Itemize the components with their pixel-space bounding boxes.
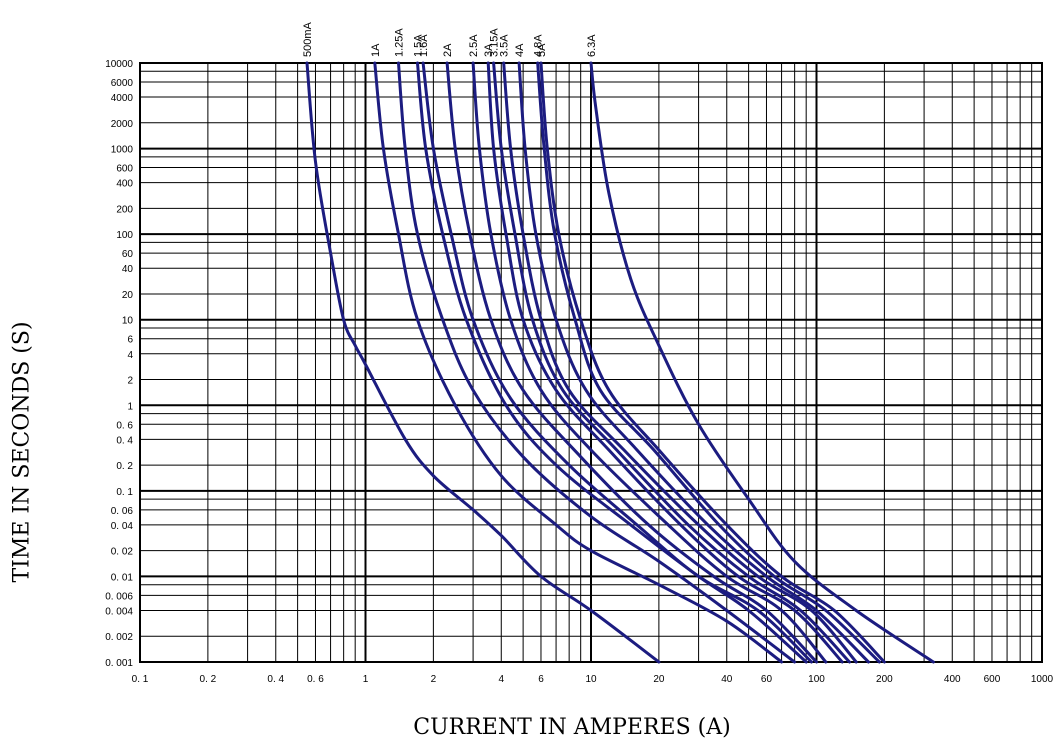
y-tick-label: 1 [127,401,133,412]
curve-3A [486,61,844,664]
x-tick-label: 0. 2 [200,674,217,685]
curve-500mA [305,61,661,664]
series-label: 1.25A [394,28,406,57]
x-tick-label: 2 [431,674,437,685]
curve-1.6A [421,61,813,664]
y-tick-label: 0. 06 [111,506,134,517]
y-tick-label: 20 [122,290,134,301]
x-tick-label: 0. 6 [307,674,324,685]
x-tick-label: 1 [363,674,369,685]
y-tick-labels: 10000 6000 4000 2000 1000 600 400 200 100 60 40 20 1… [105,59,133,669]
x-tick-label: 4 [498,674,504,685]
y-axis-label: TIME IN SECONDS (S) [9,321,35,583]
y-tick-label: 0. 2 [116,461,133,472]
series-label: 500mA [302,21,314,57]
x-tick-label: 400 [944,674,961,685]
y-tick-label: 40 [122,264,134,275]
x-tick-label: 100 [808,674,825,685]
y-tick-label: 60 [122,249,134,260]
y-tick-label: 2000 [111,119,134,130]
curve-2A [445,61,818,664]
y-tick-label: 600 [116,164,133,175]
curve-4.8A [536,61,881,664]
x-tick-label: 6 [538,674,544,685]
series-label: 1.6A [418,34,430,57]
y-tick-label: 0. 4 [116,435,133,446]
curve-1.25A [397,61,797,664]
x-tick-label: 20 [653,674,665,685]
y-tick-label: 10 [122,316,134,327]
y-tick-label: 400 [116,179,133,190]
y-tick-label: 0. 002 [105,632,133,643]
series-label: 3A [483,43,495,57]
y-tick-label: 10000 [105,59,133,70]
series-label: 3.5A [499,34,511,57]
series-label: 2.5A [468,34,480,57]
y-tick-label: 6 [127,335,133,346]
y-tick-label: 4000 [111,93,134,104]
x-axis-label: CURRENT IN AMPERES (A) [413,715,731,740]
curve-4A [517,61,870,664]
series-label: 6.3A [586,34,598,57]
curve-3.15A [492,61,851,664]
y-tick-label: 0. 02 [111,547,134,558]
y-tick-label: 0. 004 [105,606,133,617]
y-tick-label: 0. 6 [116,420,133,431]
curve-2.5A [471,61,828,664]
y-tick-label: 0. 01 [111,572,134,583]
y-tick-label: 0. 006 [105,591,133,602]
y-tick-label: 200 [116,204,133,215]
x-tick-label: 600 [984,674,1001,685]
y-tick-label: 0. 04 [111,521,134,532]
curve-1A [373,61,784,664]
curve-6.3A [589,61,935,664]
x-tick-label: 0. 1 [132,674,149,685]
series-label: 5A [536,43,548,57]
y-tick-label: 6000 [111,78,134,89]
series-label: 1A [370,43,382,57]
y-tick-label: 0. 001 [105,658,133,669]
x-tick-labels: 0. 1 0. 2 0. 4 0. 6 1 2 4 6 10 20 40 60 100 200 400 600… [132,674,1054,685]
series-label: 2A [442,43,454,57]
x-tick-label: 40 [721,674,733,685]
curve-3.5A [502,61,858,664]
series-label: 1.5A [413,34,425,57]
curves [305,61,935,664]
curve-1.5A [416,61,808,664]
y-tick-label: 0. 1 [116,487,133,498]
y-tick-label: 2 [127,376,133,387]
x-tick-label: 10 [585,674,597,685]
x-tick-label: 0. 4 [267,674,284,685]
curve-5A [539,61,886,664]
series-label: 3.15A [489,28,501,57]
y-tick-label: 1000 [111,145,134,156]
series-label: 4.8A [533,34,545,57]
x-tick-label: 1000 [1031,674,1054,685]
series-label: 4A [514,43,526,57]
y-tick-label: 4 [127,350,133,361]
y-tick-label: 100 [116,230,133,241]
x-tick-label: 60 [761,674,773,685]
x-tick-label: 200 [876,674,893,685]
